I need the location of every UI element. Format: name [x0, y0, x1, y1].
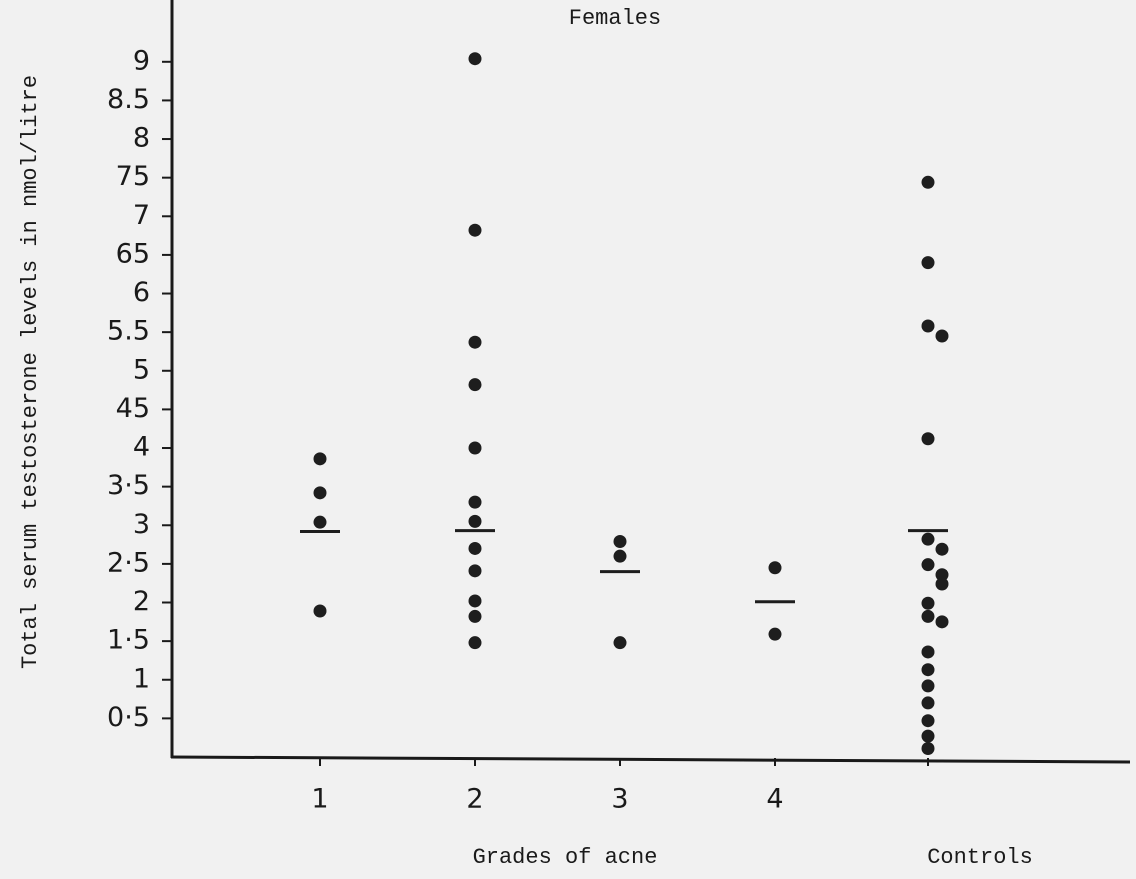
controls-label: Controls	[927, 845, 1033, 870]
x-tick-label: 1	[311, 784, 328, 815]
data-point	[468, 223, 482, 237]
y-tick-label: 3·5	[107, 470, 150, 501]
y-tick-label: 8.5	[107, 84, 150, 115]
x-tick-label: 2	[466, 784, 483, 815]
data-point	[921, 175, 935, 189]
x-tick-label: 4	[766, 784, 783, 815]
y-tick-label: 5	[133, 354, 150, 385]
data-point	[468, 378, 482, 392]
data-point	[468, 636, 482, 650]
data-point	[468, 609, 482, 623]
data-point	[313, 604, 327, 618]
data-point	[935, 329, 949, 343]
data-point	[935, 568, 949, 582]
data-point	[313, 515, 327, 529]
data-point	[921, 663, 935, 677]
data-point	[921, 432, 935, 446]
chart-title: Females	[569, 6, 661, 31]
data-point	[921, 609, 935, 623]
y-tick-label: 1·5	[107, 625, 150, 656]
data-point	[468, 514, 482, 528]
y-tick-label: 1	[133, 663, 150, 694]
y-tick-label: 6	[133, 277, 150, 308]
y-tick-label: 4	[133, 432, 150, 463]
data-point	[468, 441, 482, 455]
x-axis-label: Grades of acne	[473, 845, 658, 870]
data-point	[935, 577, 949, 591]
x-axis	[170, 755, 1131, 764]
data-point	[468, 335, 482, 349]
y-tick-label: 2·5	[107, 547, 150, 578]
data-point	[935, 542, 949, 556]
data-point	[468, 564, 482, 578]
y-tick-label: 9	[133, 45, 150, 76]
data-point	[921, 729, 935, 743]
data-point	[768, 561, 782, 575]
y-tick-label: 7	[133, 200, 150, 231]
data-point	[921, 714, 935, 728]
y-tick-label: 65	[116, 238, 150, 269]
y-tick-label: 8	[133, 123, 150, 154]
data-point	[468, 541, 482, 555]
y-axis-label: Total serum testosterone levels in nmol/…	[18, 75, 43, 669]
y-tick-label: 3	[133, 509, 150, 540]
data-point	[921, 319, 935, 333]
data-point	[613, 534, 627, 548]
x-tick-label: 3	[611, 784, 628, 815]
y-tick-label: 5.5	[107, 316, 150, 347]
y-tick-label: 0·5	[107, 702, 150, 733]
data-point	[921, 696, 935, 710]
data-point	[935, 615, 949, 629]
data-point	[468, 495, 482, 509]
data-point	[921, 558, 935, 572]
data-point	[313, 452, 327, 466]
y-tick-label: 45	[116, 393, 150, 424]
data-point	[613, 636, 627, 650]
y-tick-label: 2	[133, 586, 150, 617]
data-point	[921, 596, 935, 610]
data-point	[921, 532, 935, 546]
data-point	[921, 742, 935, 756]
data-point	[921, 256, 935, 270]
data-point	[921, 679, 935, 693]
data-point	[468, 52, 482, 66]
data-point	[768, 627, 782, 641]
data-point	[313, 486, 327, 500]
data-point	[468, 594, 482, 608]
y-tick-label: 75	[116, 161, 150, 192]
data-point	[613, 549, 627, 563]
data-point	[921, 645, 935, 659]
